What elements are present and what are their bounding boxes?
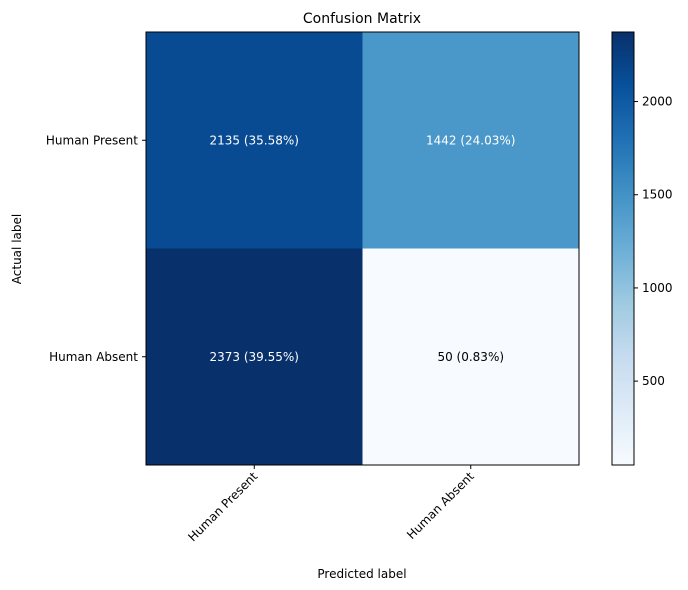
colorbar-tick-label: 2000 <box>642 95 673 109</box>
x-tick-label: Human Absent <box>404 469 477 542</box>
x-tick-label: Human Present <box>185 469 260 544</box>
heatmap-cell <box>362 248 579 465</box>
colorbar-tick-label: 1000 <box>642 281 673 295</box>
y-tick-label: Human Absent <box>49 350 138 364</box>
colorbar-tick-label: 500 <box>642 374 665 388</box>
heatmap-cell-labels: 2135 (35.58%) 1442 (24.03%) 2373 (39.55%) 5… <box>210 133 516 364</box>
colorbar <box>611 31 635 466</box>
y-axis-ticks: Human Present Human Absent <box>46 133 146 364</box>
heatmap-cell <box>362 32 579 249</box>
cell-value-label: 2135 (35.58%) <box>210 133 299 147</box>
colorbar-tick-label: 1500 <box>642 188 673 202</box>
y-axis-label: Actual label <box>10 214 24 284</box>
cell-value-label: 2373 (39.55%) <box>210 350 299 364</box>
x-axis-label: Predicted label <box>317 567 406 581</box>
colorbar-ticks: 500 1000 1500 2000 <box>634 95 673 388</box>
y-tick-label: Human Present <box>46 133 138 147</box>
cell-value-label: 1442 (24.03%) <box>426 133 515 147</box>
x-axis-ticks: Human Present Human Absent <box>185 465 477 544</box>
heatmap-cell <box>146 32 363 249</box>
plot-frame <box>145 31 580 466</box>
chart-title: Confusion Matrix <box>303 11 421 27</box>
heatmap-cell <box>146 248 363 465</box>
cell-value-label: 50 (0.83%) <box>437 350 504 364</box>
heatmap-cells <box>146 32 579 465</box>
